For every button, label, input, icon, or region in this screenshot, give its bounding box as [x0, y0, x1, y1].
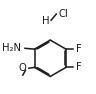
Text: F: F — [76, 62, 82, 72]
Text: H₂N: H₂N — [2, 43, 21, 53]
Text: Cl: Cl — [59, 9, 69, 19]
Text: O: O — [19, 63, 27, 73]
Text: H: H — [42, 16, 49, 26]
Text: F: F — [76, 44, 82, 54]
